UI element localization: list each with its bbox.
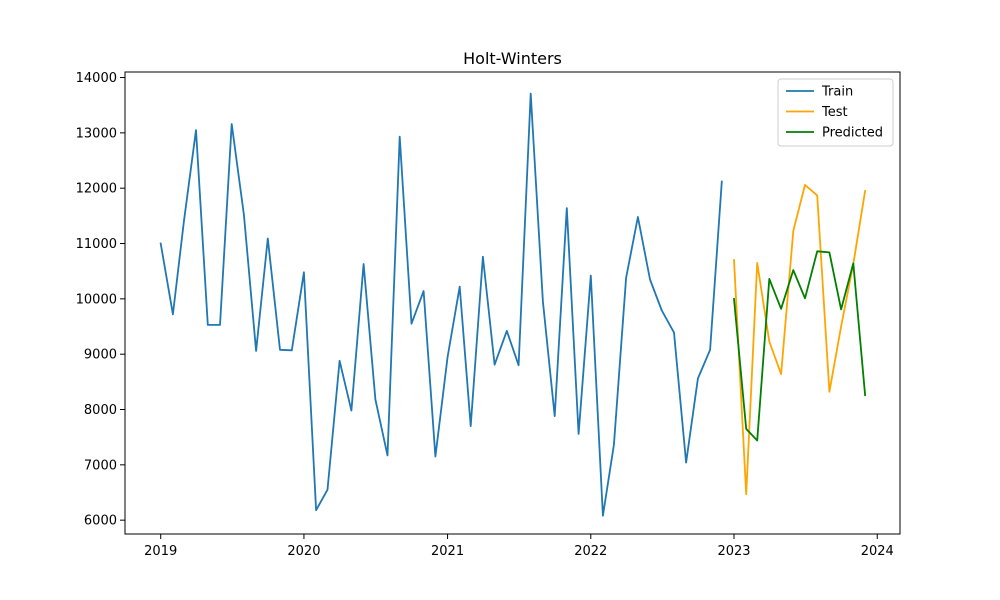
y-tick-label: 7000 [84, 458, 117, 473]
chart-title: Holt-Winters [463, 49, 562, 68]
y-tick-label: 10000 [76, 292, 117, 307]
y-tick-label: 14000 [76, 71, 117, 86]
x-tick-label: 2020 [287, 544, 320, 559]
y-tick-label: 12000 [76, 182, 117, 197]
legend-label-predicted: Predicted [822, 126, 883, 141]
legend-label-train: Train [821, 85, 853, 100]
legend-label-test: Test [821, 105, 848, 120]
y-tick-label: 8000 [84, 403, 117, 418]
x-tick-label: 2021 [431, 544, 464, 559]
legend-box [777, 78, 894, 147]
x-tick-label: 2024 [861, 544, 894, 559]
series-line-predicted [733, 250, 867, 442]
y-tick-label: 6000 [84, 514, 117, 529]
x-tick-label: 2023 [717, 544, 750, 559]
y-tick-label: 13000 [76, 126, 117, 141]
plot-frame [124, 71, 901, 535]
series-line-train [159, 92, 723, 517]
series-line-test [733, 183, 867, 496]
y-tick-label: 11000 [76, 237, 117, 252]
y-tick-label: 9000 [84, 348, 117, 363]
x-tick-label: 2019 [144, 544, 177, 559]
x-tick-label: 2022 [574, 544, 607, 559]
